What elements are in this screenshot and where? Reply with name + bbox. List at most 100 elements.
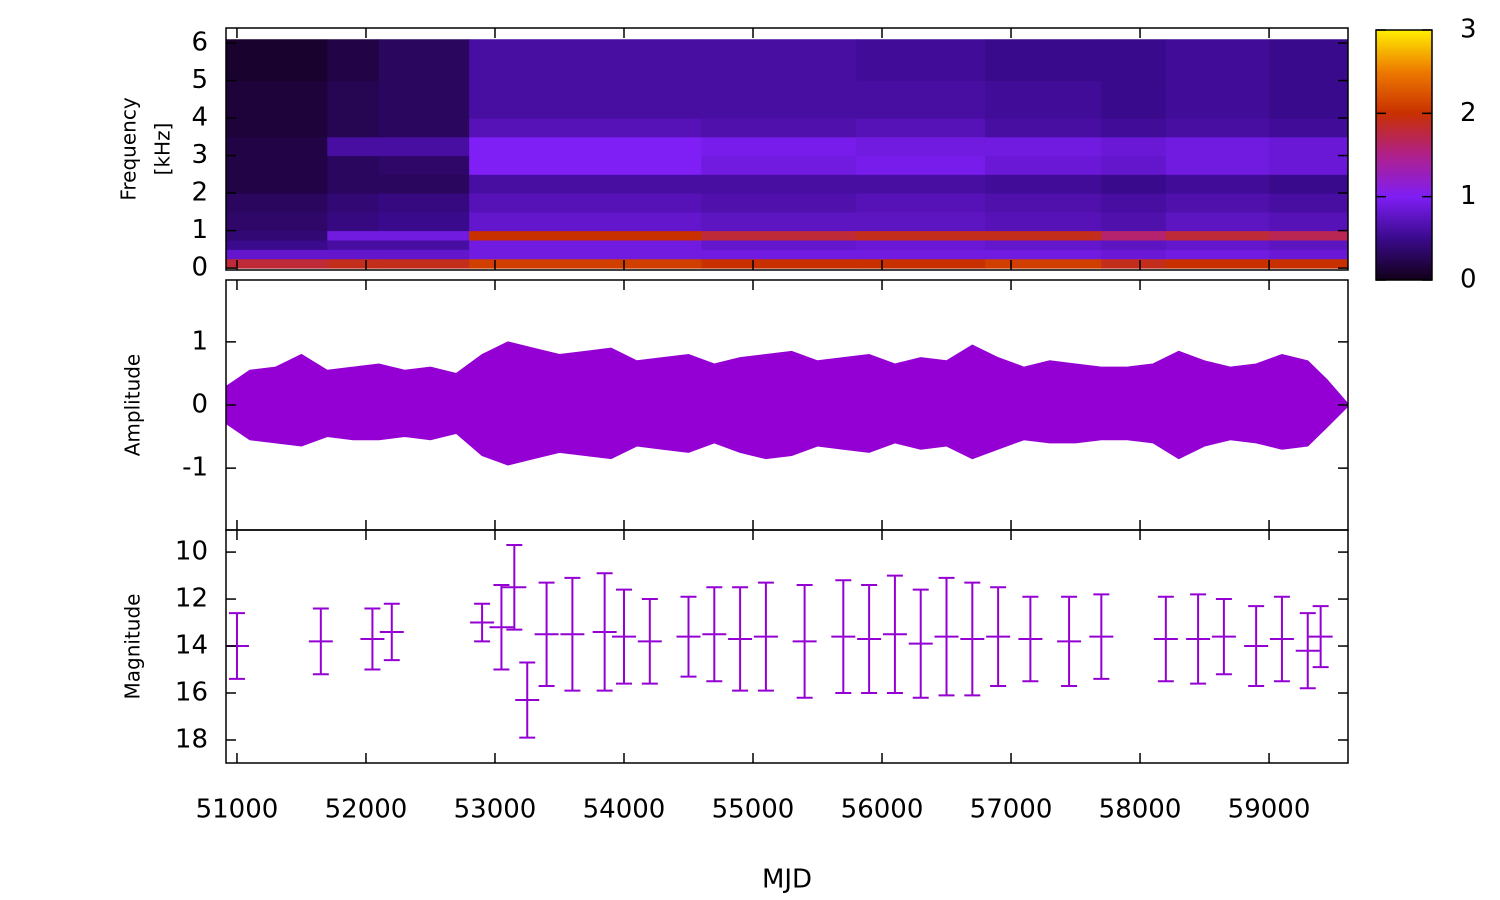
error-point (534, 581, 559, 687)
error-point (831, 579, 856, 695)
y-tick-label: 2 (191, 178, 208, 208)
heat-cell (856, 230, 986, 241)
heat-cell (856, 80, 986, 119)
error-point (502, 544, 527, 631)
heat-cell (1165, 211, 1270, 232)
error-point (226, 612, 249, 680)
heat-cell (226, 230, 328, 241)
x-tick-label: 59000 (1228, 795, 1311, 825)
heat-cell (701, 39, 857, 82)
colorbar-tick-label: 2 (1460, 98, 1477, 128)
heat-cell (701, 193, 857, 213)
heat-cell (1165, 239, 1270, 250)
heat-cell (985, 230, 1102, 241)
heat-cell (469, 211, 702, 232)
heat-cell (327, 193, 380, 213)
heat-cell (1269, 193, 1348, 213)
waveform (226, 404, 1348, 466)
heat-cell (378, 211, 470, 232)
heat-cell (226, 80, 328, 119)
x-tick-label: 54000 (583, 795, 666, 825)
heat-cell (985, 39, 1102, 82)
heat-cell (1165, 39, 1270, 82)
error-point (1211, 598, 1236, 676)
heat-cell (856, 118, 986, 138)
y-tick-label: -1 (182, 453, 208, 483)
y-axis-label: Frequency (117, 97, 141, 200)
y-axis-label: Amplitude (121, 354, 145, 457)
heat-cell (985, 118, 1102, 138)
heat-cell (985, 249, 1102, 260)
heat-cell (1165, 193, 1270, 213)
heat-cell (1269, 211, 1348, 232)
heat-cell (856, 155, 986, 175)
colorbar-tick-label: 3 (1460, 15, 1477, 45)
heat-cell (327, 136, 380, 157)
heat-cell (1165, 258, 1270, 269)
heat-cell (1269, 239, 1348, 250)
heat-cell (985, 136, 1102, 157)
heat-cell (1269, 80, 1348, 119)
error-point (1186, 593, 1211, 685)
error-point (1308, 605, 1333, 669)
heat-cell (856, 211, 986, 232)
heat-cell (469, 239, 702, 250)
heat-cell (856, 239, 986, 250)
heat-cell (1165, 155, 1270, 175)
heat-cell (469, 193, 702, 213)
heat-cell (1165, 136, 1270, 157)
heat-cell (327, 211, 380, 232)
error-point (702, 586, 727, 683)
heat-cell (327, 155, 380, 175)
error-point (379, 602, 404, 662)
y-axis-label: [kHz] (151, 123, 175, 176)
heat-cell (1269, 39, 1348, 82)
heat-cell (701, 118, 857, 138)
heat-cell (985, 174, 1102, 194)
heat-cell (1101, 174, 1167, 194)
heat-cell (1101, 136, 1167, 157)
heat-cell (1101, 249, 1167, 260)
heat-cell (327, 39, 380, 82)
heat-cell (378, 174, 470, 194)
heat-cell (378, 39, 470, 82)
x-tick-label: 56000 (841, 795, 924, 825)
y-tick-label: 6 (191, 28, 208, 58)
y-tick-label: 4 (191, 103, 208, 133)
heat-cell (701, 136, 857, 157)
error-point (1089, 593, 1114, 680)
heat-cell (469, 118, 702, 138)
error-point (1057, 595, 1082, 687)
heat-cell (378, 80, 470, 119)
heat-cell (226, 239, 328, 250)
heat-cell (1269, 174, 1348, 194)
x-tick-label: 53000 (454, 795, 537, 825)
heat-cell (701, 230, 857, 241)
heat-cell (856, 249, 986, 260)
error-point (1269, 595, 1294, 683)
heat-cell (856, 136, 986, 157)
error-point (1244, 605, 1269, 687)
heat-cell (226, 136, 328, 157)
heat-cell (701, 155, 857, 175)
heat-cell (701, 211, 857, 232)
heat-cell (1165, 80, 1270, 119)
y-tick-label: 18 (175, 724, 208, 754)
plot-frame (225, 529, 1349, 764)
error-point (308, 607, 333, 676)
y-axis-label: Magnitude (121, 594, 145, 700)
heat-cell (1269, 258, 1348, 269)
heat-cell (469, 155, 702, 175)
heat-cell (378, 258, 470, 269)
heat-cell (378, 193, 470, 213)
y-tick-label: 0 (191, 390, 208, 420)
heat-cell (1165, 249, 1270, 260)
error-point (934, 576, 959, 697)
x-tick-label: 57000 (970, 795, 1053, 825)
heat-cell (1101, 230, 1167, 241)
colorbar-tick-label: 0 (1460, 265, 1477, 295)
error-point (908, 588, 933, 699)
x-tick-label: 58000 (1099, 795, 1182, 825)
heat-cell (226, 211, 328, 232)
